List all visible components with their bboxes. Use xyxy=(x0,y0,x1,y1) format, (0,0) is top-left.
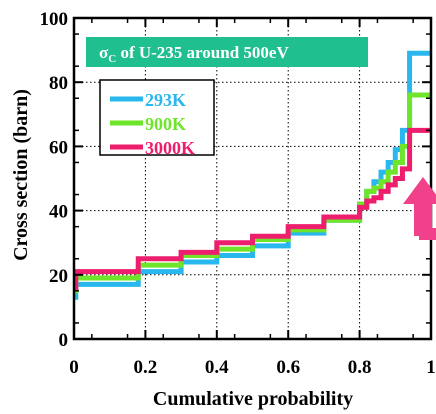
series-layer xyxy=(73,50,431,300)
title-sigma: σ xyxy=(99,43,109,62)
y-tick-label: 60 xyxy=(49,137,68,158)
plot-frame xyxy=(72,16,433,341)
legend-label-900K: 900K xyxy=(145,114,186,134)
grid-lines xyxy=(74,18,431,339)
title-subscript: C xyxy=(108,53,116,65)
legend-box xyxy=(99,79,215,156)
y-tick-label: 100 xyxy=(40,9,69,30)
y-tick-label: 80 xyxy=(49,73,68,94)
chart-title: σC of U-235 around 500eV xyxy=(86,37,368,67)
title-text: σC of U-235 around 500eV xyxy=(99,43,289,65)
arrow-head xyxy=(403,177,436,204)
axis-ticks: 0 0.2 0.4 0.6 0.8 1 0 20 40 60 80 100 xyxy=(40,9,436,378)
arrow-foot xyxy=(419,228,436,240)
legend-label-293K: 293K xyxy=(145,90,186,110)
y-tick-label: 0 xyxy=(59,330,69,351)
x-tick-label: 0.6 xyxy=(276,357,300,378)
legend-label-3000K: 3000K xyxy=(145,138,195,158)
x-tick-label: 0 xyxy=(69,357,79,378)
x-tick-label: 0.2 xyxy=(134,357,158,378)
title-background xyxy=(86,37,368,67)
x-tick-label: 0.8 xyxy=(348,357,372,378)
y-tick-label: 20 xyxy=(49,266,68,287)
x-tick-label: 1 xyxy=(426,357,436,378)
y-axis-title: Cross section (barn) xyxy=(10,89,32,261)
upward-arrow-icon xyxy=(403,177,436,240)
x-axis-title: Cumulative probability xyxy=(153,388,353,410)
series-line-3000K xyxy=(73,127,431,291)
title-rest: of U-235 around 500eV xyxy=(116,43,289,62)
x-tick-label: 0.4 xyxy=(205,357,229,378)
y-tick-label: 40 xyxy=(49,202,68,223)
legend: 293K 900K 3000K xyxy=(99,79,215,158)
